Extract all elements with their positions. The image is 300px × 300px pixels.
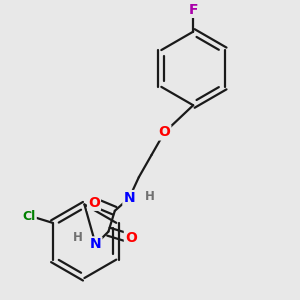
Text: H: H	[73, 231, 83, 244]
Text: H: H	[145, 190, 155, 203]
Text: O: O	[158, 125, 170, 140]
Text: N: N	[123, 191, 135, 205]
Text: F: F	[188, 3, 198, 17]
Text: O: O	[88, 196, 100, 210]
Text: O: O	[125, 231, 137, 245]
Text: Cl: Cl	[22, 210, 36, 223]
Text: N: N	[90, 237, 101, 251]
